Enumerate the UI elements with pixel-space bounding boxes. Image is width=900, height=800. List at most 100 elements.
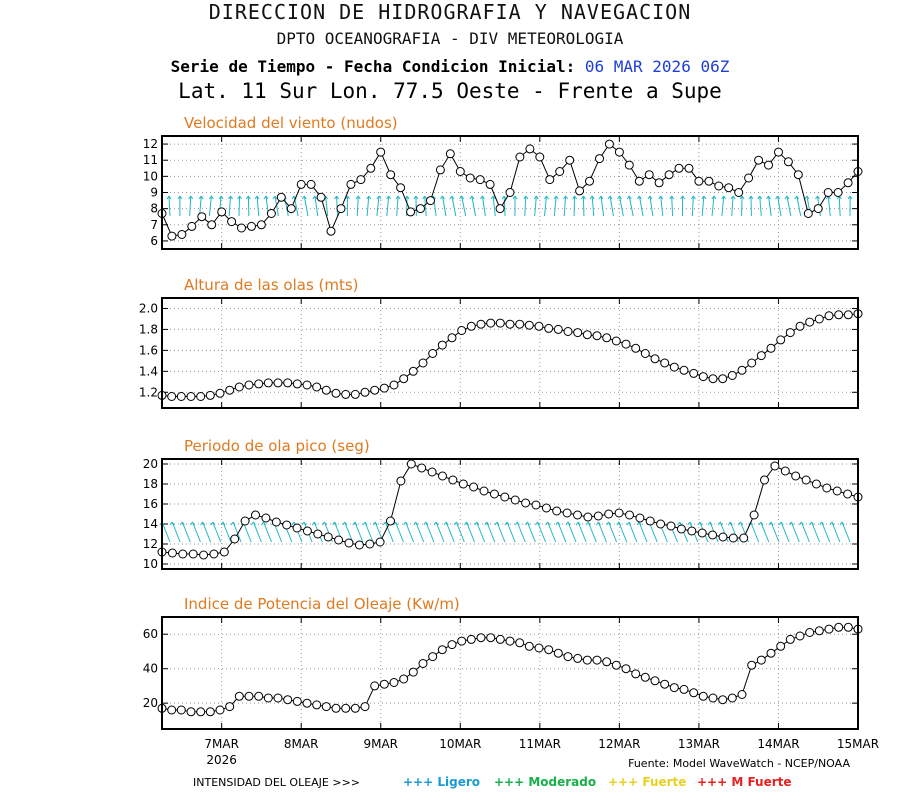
data-point-4-60 xyxy=(737,690,747,699)
data-point-3-41 xyxy=(583,512,593,522)
panel-title-1: Velocidad del viento (nudos) xyxy=(184,114,398,132)
direction-arrow-head xyxy=(357,195,361,200)
data-point-2-69 xyxy=(824,311,834,321)
direction-arrow-head xyxy=(451,195,455,200)
direction-arrow-head xyxy=(291,195,295,200)
direction-arrow-head xyxy=(713,195,717,200)
direction-arrow xyxy=(461,195,467,217)
direction-arrow-head xyxy=(433,195,436,200)
data-point-2-33 xyxy=(476,319,486,329)
direction-arrow xyxy=(435,521,445,543)
data-point-2-39 xyxy=(534,321,544,331)
direction-arrow-head xyxy=(748,195,752,200)
data-point-3-15 xyxy=(313,529,323,539)
data-point-1-66 xyxy=(813,204,823,214)
direction-arrow-head xyxy=(723,195,727,200)
direction-arrow-head xyxy=(366,195,370,200)
data-point-1-32 xyxy=(475,175,485,185)
data-point-4-45 xyxy=(592,655,602,665)
direction-arrow-head xyxy=(587,521,591,526)
data-point-2-46 xyxy=(602,333,612,343)
data-point-1-39 xyxy=(545,175,555,185)
data-point-3-9 xyxy=(251,510,260,520)
direction-arrow-head xyxy=(210,195,214,200)
direction-arrow xyxy=(238,195,241,217)
data-point-4-30 xyxy=(447,640,457,650)
data-point-2-23 xyxy=(379,383,389,393)
direction-arrow-head xyxy=(303,195,307,200)
direction-arrow-head xyxy=(362,521,366,526)
direction-arrow-head xyxy=(577,521,581,526)
data-point-4-48 xyxy=(621,664,631,674)
direction-arrow-head xyxy=(757,195,761,200)
data-point-4-57 xyxy=(708,693,718,703)
direction-arrow-head xyxy=(368,195,372,200)
data-point-3-35 xyxy=(521,498,531,508)
direction-arrow-head xyxy=(323,521,327,526)
direction-arrow xyxy=(202,521,212,543)
data-point-1-46 xyxy=(614,147,624,157)
direction-arrow-head xyxy=(768,521,772,526)
data-point-4-34 xyxy=(486,633,496,643)
direction-arrow-head xyxy=(687,521,691,526)
data-point-2-13 xyxy=(283,378,293,388)
direction-arrow-head xyxy=(506,521,510,526)
y-tick-label: 12 xyxy=(143,537,158,551)
data-point-2-36 xyxy=(505,319,515,329)
data-point-2-31 xyxy=(457,326,467,335)
y-tick-label: 1.6 xyxy=(139,343,158,357)
data-point-3-49 xyxy=(666,521,676,531)
direction-arrow-head xyxy=(697,521,701,526)
direction-arrow-head xyxy=(210,521,214,526)
direction-arrow-head xyxy=(800,521,804,526)
direction-arrow-head xyxy=(535,195,539,200)
direction-arrow-head xyxy=(469,195,473,200)
data-point-1-16 xyxy=(316,192,326,202)
direction-arrow-head xyxy=(347,195,350,200)
y-tick-label: 12 xyxy=(143,137,158,151)
direction-arrow xyxy=(303,195,309,217)
direction-arrow xyxy=(171,521,181,543)
data-point-4-55 xyxy=(689,688,699,698)
direction-arrow-head xyxy=(535,521,538,526)
data-point-4-64 xyxy=(776,641,786,651)
x-tick-label: 8MAR xyxy=(284,737,319,751)
data-point-3-59 xyxy=(770,461,780,471)
x-tick-label: 15MAR xyxy=(837,737,879,751)
direction-arrow xyxy=(181,521,191,543)
data-point-3-55 xyxy=(728,533,738,543)
direction-arrow-head xyxy=(729,521,733,526)
direction-arrow-head xyxy=(770,521,774,526)
direction-arrow-head xyxy=(658,195,662,200)
direction-arrow-head xyxy=(626,521,630,526)
legend-fuerte: +++ Fuerte xyxy=(608,775,686,789)
direction-arrow xyxy=(356,195,359,217)
direction-arrow xyxy=(376,195,380,217)
direction-arrow-head xyxy=(168,195,172,200)
direction-arrow xyxy=(516,521,526,543)
panel-title-2: Altura de las olas (mts) xyxy=(184,276,359,294)
direction-arrow xyxy=(168,195,171,217)
direction-arrow xyxy=(573,195,576,217)
data-point-1-56 xyxy=(714,181,724,191)
data-point-1-8 xyxy=(237,223,246,233)
data-point-1-53 xyxy=(684,163,694,173)
data-point-4-58 xyxy=(718,695,728,705)
direction-arrow-head xyxy=(689,521,693,526)
data-point-3-31 xyxy=(479,486,489,496)
direction-arrow-head xyxy=(345,195,348,200)
direction-arrow-head xyxy=(545,521,549,526)
legend-m_fuerte: +++ M Fuerte xyxy=(697,775,792,789)
intensity-label: INTENSIDAD DEL OLEAJE >>> xyxy=(193,776,360,789)
data-point-3-51 xyxy=(687,526,697,536)
data-point-2-68 xyxy=(814,314,824,324)
data-point-1-22 xyxy=(376,147,386,157)
direction-arrow-head xyxy=(514,521,518,526)
direction-arrow-head xyxy=(220,195,224,200)
data-point-4-36 xyxy=(505,636,515,646)
direction-arrow-head xyxy=(677,521,681,526)
data-point-2-43 xyxy=(573,328,583,338)
data-point-1-25 xyxy=(406,207,416,217)
direction-arrow-head xyxy=(334,521,337,526)
data-point-1-26 xyxy=(416,204,425,214)
